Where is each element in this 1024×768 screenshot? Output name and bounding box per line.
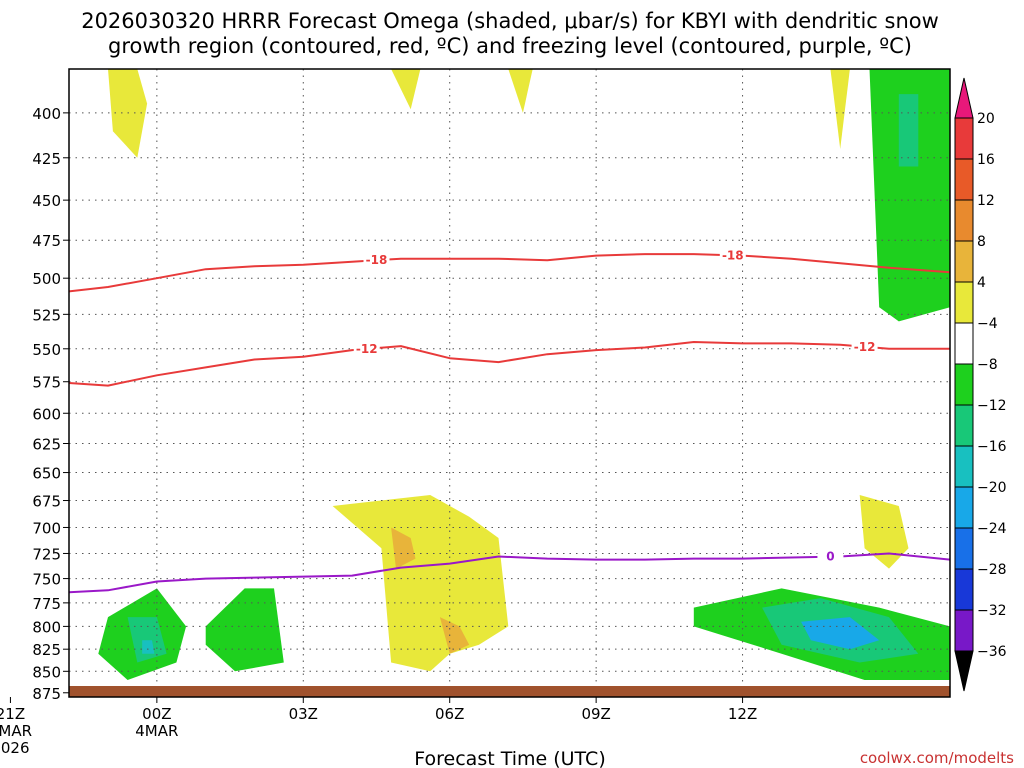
y-tick-label-475: 475	[32, 232, 61, 250]
chart-title-line-1: 2026030320 HRRR Forecast Omega (shaded, …	[81, 9, 939, 33]
x-tick-label-12Z-0: 12Z	[728, 705, 757, 723]
colorbar-label-6: −8	[977, 357, 998, 373]
colorbar-label-12: −32	[977, 603, 1007, 619]
contour-label-bg-2-0	[817, 548, 844, 563]
x-tick-label-09Z-0: 09Z	[581, 705, 610, 723]
colorbar-band-1	[954, 158, 974, 201]
grid	[69, 69, 950, 697]
x-tick-label-21Z-1: 3MAR	[0, 722, 32, 740]
colorbar-band-11	[954, 568, 974, 611]
omega-region-2	[508, 69, 533, 113]
chart-title-line-2: growth region (contoured, red, ºC) and f…	[108, 34, 912, 58]
y-tick-label-800: 800	[32, 618, 61, 636]
colorbar-top-arrow	[954, 77, 974, 119]
contour-lines	[69, 253, 950, 594]
contour-label-1-0: -12	[356, 342, 378, 356]
contour-label-bg-1-0	[353, 340, 380, 355]
y-tick-label-875: 875	[32, 685, 61, 703]
y-tick-label-750: 750	[32, 571, 61, 589]
colorbar-band-0	[954, 117, 974, 160]
colorbar-label-2: 12	[977, 193, 995, 209]
y-tick-label-575: 575	[32, 374, 61, 392]
omega-region-8	[869, 69, 950, 322]
y-tick-label-600: 600	[32, 405, 61, 423]
y-tick-label-450: 450	[32, 192, 61, 210]
y-axis: 400 425 450 475 500 525 550 575 600 625 650 675 700 7…	[32, 105, 69, 703]
colorbar-band-3	[954, 240, 974, 283]
y-tick-label-725: 725	[32, 545, 61, 563]
colorbar: 20 16 12 8 4 −4 −8 −12 −16 −20 −24 −28 −32 −36	[954, 77, 1007, 692]
x-tick-label-06Z-0: 06Z	[435, 705, 464, 723]
contour-0	[69, 253, 950, 293]
colorbar-label-9: −20	[977, 480, 1007, 496]
colorbar-label-11: −28	[977, 562, 1007, 578]
colorbar-label-4: 4	[977, 275, 986, 291]
omega-region-9	[898, 94, 919, 167]
credit-text: coolwx.com/modelts	[860, 749, 1014, 767]
contour-label-bg-0-0	[363, 252, 390, 267]
colorbar-label-1: 16	[977, 152, 995, 168]
y-tick-label-775: 775	[32, 595, 61, 613]
contour-label-bg-0-1	[719, 247, 746, 262]
colorbar-band-2	[954, 199, 974, 242]
contour-labels: -18 -18 -12 -12 0	[353, 247, 878, 564]
omega-region-3	[830, 69, 850, 149]
contour-label-2-0: 0	[826, 550, 834, 564]
contour-label-1-1: -12	[854, 340, 876, 354]
colorbar-band-10	[954, 527, 974, 570]
contour-label-0-0: -18	[366, 253, 388, 267]
y-tick-label-525: 525	[32, 306, 61, 324]
colorbar-band-7	[954, 404, 974, 447]
colorbar-band-4	[954, 281, 974, 324]
contour-1	[69, 341, 950, 387]
colorbar-band-9	[954, 486, 974, 529]
x-tick-label-00Z-1: 4MAR	[135, 722, 178, 740]
colorbar-label-10: −24	[977, 521, 1007, 537]
colorbar-label-0: 20	[977, 111, 995, 127]
plot-area	[69, 69, 950, 697]
colorbar-band-6	[954, 363, 974, 406]
omega-region-5	[391, 527, 416, 569]
x-axis-label: Forecast Time (UTC)	[414, 748, 605, 768]
contour-label-0-1: -18	[722, 248, 744, 262]
contour-label-bg-1-1	[851, 338, 878, 353]
x-tick-label-03Z-0: 03Z	[289, 705, 318, 723]
y-tick-label-675: 675	[32, 493, 61, 511]
colorbar-label-8: −16	[977, 439, 1007, 455]
y-tick-label-400: 400	[32, 105, 61, 123]
omega-region-11	[205, 588, 284, 672]
y-tick-label-650: 650	[32, 465, 61, 483]
y-tick-label-425: 425	[32, 150, 61, 168]
y-tick-label-850: 850	[32, 663, 61, 681]
y-tick-label-625: 625	[32, 436, 61, 454]
y-tick-label-550: 550	[32, 341, 61, 359]
y-tick-label-500: 500	[32, 270, 61, 288]
x-tick-label-00Z-0: 00Z	[142, 705, 171, 723]
y-tick-label-700: 700	[32, 519, 61, 537]
colorbar-label-7: −12	[977, 398, 1007, 414]
colorbar-band-8	[954, 445, 974, 488]
x-tick-label-21Z-2: 2026	[0, 739, 30, 757]
omega-region-4	[332, 495, 509, 672]
colorbar-band-12	[954, 609, 974, 652]
omega-region-0	[108, 69, 148, 158]
colorbar-band-5	[954, 322, 974, 365]
omega-region-13	[142, 640, 155, 654]
x-tick-label-21Z-0: 21Z	[0, 705, 25, 723]
omega-shading	[98, 69, 950, 680]
omega-region-1	[391, 69, 421, 110]
y-tick-label-825: 825	[32, 641, 61, 659]
colorbar-label-3: 8	[977, 234, 986, 250]
colorbar-label-5: −4	[977, 316, 998, 332]
terrain-ground	[69, 686, 950, 697]
colorbar-label-13: −36	[977, 644, 1007, 660]
plot-frame	[68, 68, 951, 698]
omega-region-7	[859, 495, 909, 569]
contour-2	[69, 552, 950, 594]
omega-region-16	[801, 617, 880, 650]
colorbar-bottom-arrow	[954, 650, 974, 692]
